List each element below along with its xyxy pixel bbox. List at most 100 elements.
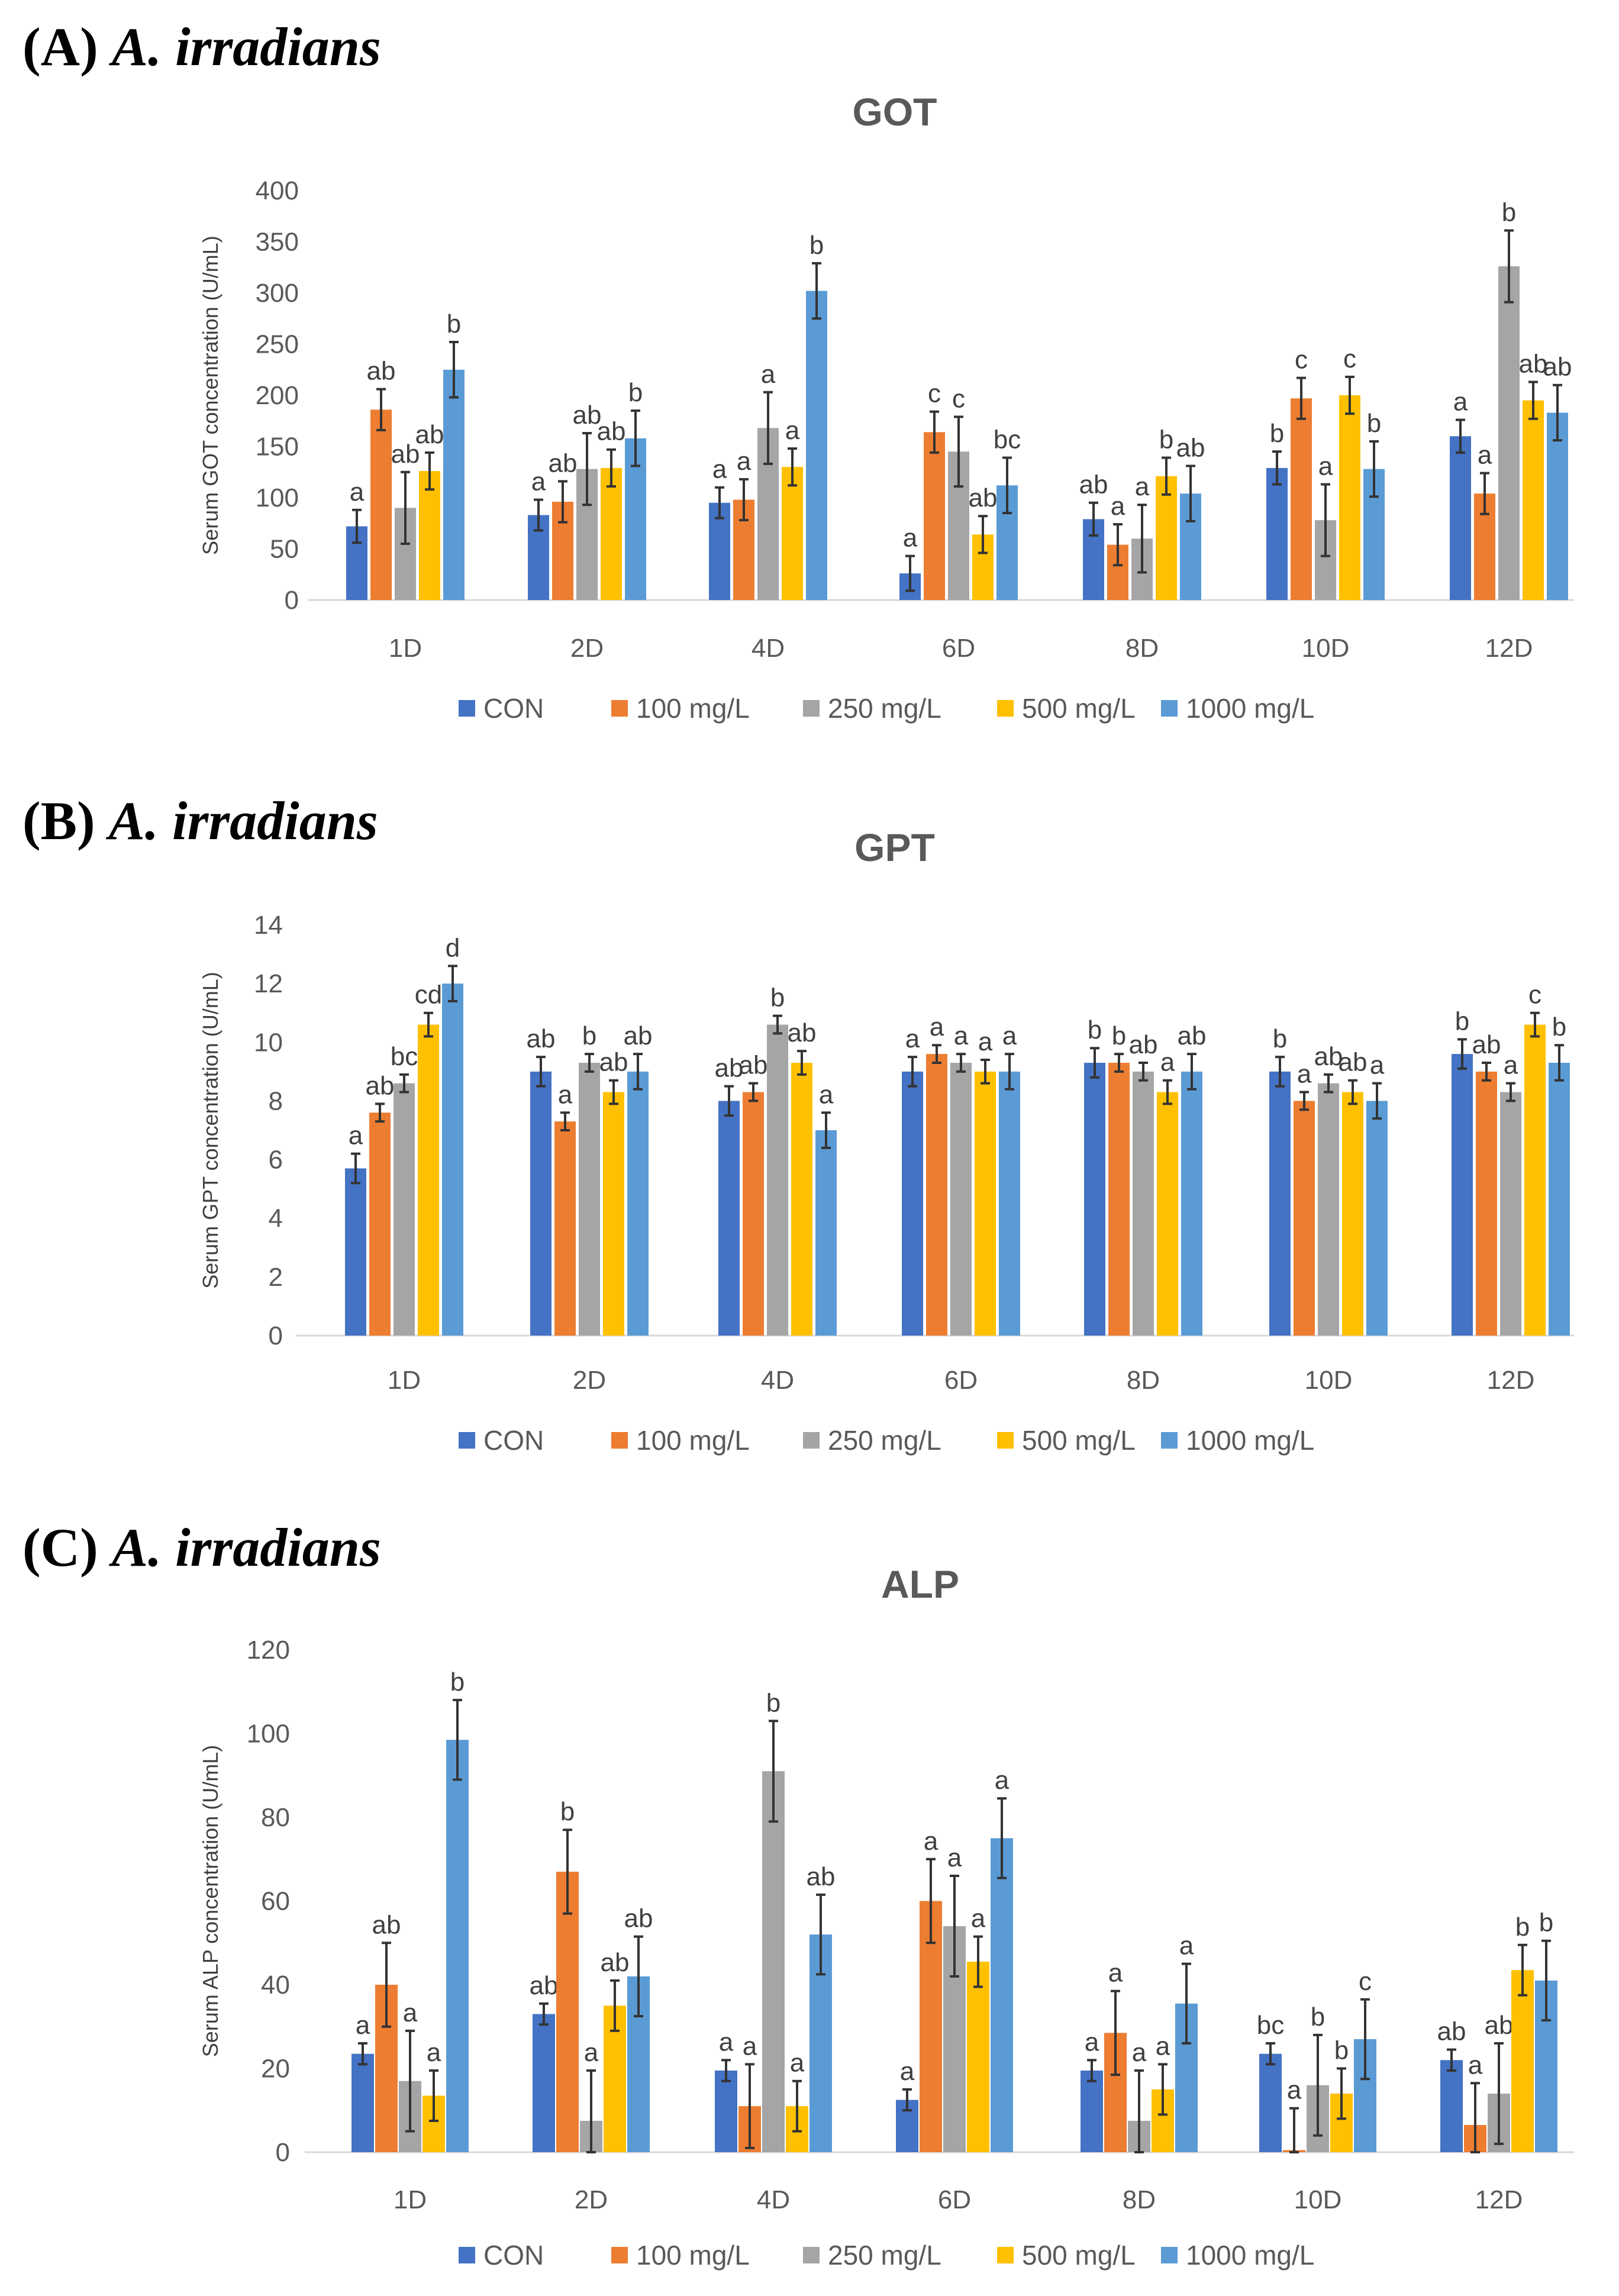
- y-tick-label: 50: [270, 535, 299, 564]
- significance-label: a: [350, 478, 365, 507]
- chart-panel-got: (A) A. irradians GOT 0 50 100 150 200 250 300 350…: [22, 17, 1574, 724]
- bar: [1452, 1054, 1473, 1336]
- significance-label: a: [1132, 2038, 1147, 2067]
- significance-label: b: [1334, 2036, 1349, 2065]
- error-bar: [978, 515, 988, 554]
- significance-label: b: [810, 231, 824, 260]
- significance-label: ab: [1339, 1048, 1368, 1077]
- significance-label: b: [766, 1688, 781, 1717]
- y-tick-label: 8: [269, 1086, 283, 1115]
- significance-label: ab: [601, 1948, 630, 1977]
- error-bar: [1506, 1082, 1515, 1102]
- x-tick-label: 1D: [388, 1366, 421, 1395]
- legend-swatch: [997, 700, 1014, 717]
- significance-label: a: [1478, 440, 1492, 469]
- bar: [1133, 1071, 1154, 1336]
- legend-swatch: [803, 2247, 820, 2263]
- error-bar: [1266, 2042, 1275, 2066]
- x-tick-label: 4D: [752, 634, 785, 663]
- bar: [579, 1062, 600, 1336]
- error-bar: [1313, 2033, 1323, 2137]
- bar: [556, 1871, 579, 2152]
- error-bar: [1139, 1061, 1148, 1082]
- significance-label: b: [1270, 419, 1284, 448]
- significance-label: a: [1370, 1051, 1385, 1080]
- significance-label: bc: [391, 1042, 418, 1071]
- error-bar: [585, 1053, 594, 1073]
- y-tick-label: 6: [269, 1146, 283, 1175]
- error-bar: [1113, 523, 1123, 567]
- error-bar: [1163, 1079, 1172, 1105]
- significance-label: ab: [1543, 353, 1572, 382]
- bar: [718, 1101, 740, 1336]
- error-bar: [1372, 1082, 1382, 1120]
- significance-label: cd: [415, 981, 442, 1010]
- y-tick-label: 100: [247, 1720, 290, 1749]
- species-name: A. irradians: [106, 791, 378, 851]
- significance-label: ab: [367, 357, 396, 386]
- significance-label: a: [924, 1827, 938, 1856]
- bar: [926, 1054, 947, 1336]
- error-bar: [788, 447, 797, 487]
- significance-label: ab: [739, 1051, 768, 1080]
- bar: [1339, 395, 1360, 600]
- legend-swatch: [611, 700, 628, 717]
- error-bar: [1369, 440, 1379, 498]
- significance-label: b: [582, 1021, 596, 1050]
- significance-label: a: [1468, 2050, 1483, 2079]
- x-tick-label: 10D: [1305, 1366, 1353, 1395]
- legend-swatch: [803, 1432, 820, 1449]
- error-bar: [633, 1053, 643, 1091]
- significance-label: b: [1539, 1908, 1553, 1937]
- error-bar: [1504, 229, 1514, 304]
- bar: [1547, 412, 1568, 600]
- panel-label: (A) A. irradians: [22, 17, 381, 77]
- bar: [530, 1071, 552, 1336]
- significance-label: d: [446, 933, 460, 962]
- error-bar: [607, 448, 616, 488]
- significance-label: b: [1112, 1021, 1126, 1050]
- bar: [1511, 1970, 1534, 2152]
- error-bar: [1111, 1989, 1120, 2076]
- panel-letter: (B): [22, 791, 109, 851]
- x-tick-label: 8D: [1123, 2185, 1156, 2214]
- significance-label: b: [1455, 1007, 1469, 1036]
- legend-label: 100 mg/L: [636, 1425, 750, 1456]
- y-tick-label: 150: [256, 433, 299, 462]
- error-bar: [1187, 1053, 1196, 1091]
- error-bar: [749, 1082, 758, 1102]
- error-bar: [429, 2069, 438, 2122]
- bar: [782, 467, 803, 600]
- legend-label: 1000 mg/L: [1186, 2240, 1314, 2271]
- y-tick-label: 2: [269, 1263, 283, 1292]
- x-tick-label: 6D: [942, 634, 975, 663]
- error-bar: [997, 1797, 1007, 1879]
- error-bar: [1541, 1939, 1551, 2022]
- error-bar: [1482, 1061, 1491, 1082]
- panel-letter: (C): [22, 1517, 112, 1578]
- significance-label: ab: [527, 1024, 556, 1053]
- significance-label: a: [1160, 1048, 1175, 1077]
- significance-label: a: [719, 2027, 734, 2056]
- bar: [1269, 1071, 1291, 1336]
- significance-label: ab: [624, 1904, 653, 1933]
- error-bar: [425, 451, 434, 491]
- y-tick-label: 350: [256, 228, 299, 257]
- legend-label: 100 mg/L: [636, 693, 750, 724]
- error-bar: [1182, 1962, 1191, 2045]
- error-bar: [405, 2029, 415, 2133]
- bar: [1266, 467, 1288, 600]
- legend-label: 250 mg/L: [828, 2240, 941, 2271]
- significance-label: a: [531, 467, 546, 496]
- chart-title: ALP: [881, 1562, 959, 1606]
- error-bar: [1272, 450, 1282, 486]
- y-tick-label: 10: [254, 1028, 283, 1057]
- legend-label: 1000 mg/L: [1186, 1425, 1314, 1456]
- error-bar: [448, 965, 457, 1002]
- error-bar: [539, 2002, 549, 2026]
- error-bar: [769, 1720, 778, 1823]
- significance-label: b: [1311, 2002, 1325, 2031]
- error-bar: [1457, 1038, 1467, 1070]
- significance-label: ab: [530, 1971, 559, 2000]
- significance-label: a: [1111, 492, 1125, 521]
